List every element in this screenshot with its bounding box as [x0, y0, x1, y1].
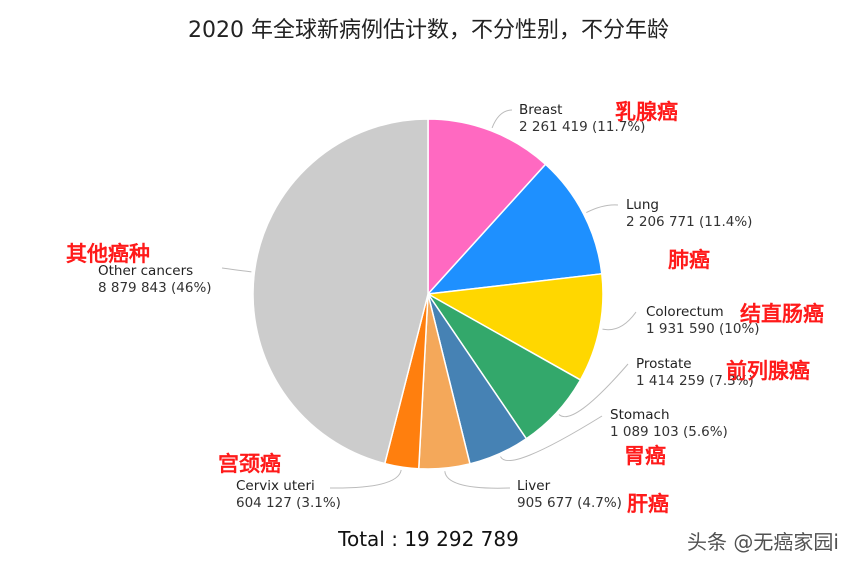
chart-title: 2020 年全球新病例估计数，不分性别，不分年龄	[188, 18, 669, 43]
leader-line-colorectum	[602, 311, 637, 331]
zh-label-cervix-uteri: 宫颈癌	[218, 452, 281, 476]
label-stomach: Stomach 1 089 103 (5.6%)	[610, 407, 728, 440]
zh-label-other-cancers: 其他癌种	[66, 242, 150, 266]
label-colorectum: Colorectum 1 931 590 (10%)	[646, 304, 760, 337]
zh-label-colorectum: 结直肠癌	[740, 302, 824, 326]
leader-line-cervix-uteri	[329, 469, 402, 489]
label-lung: Lung 2 206 771 (11.4%)	[626, 197, 753, 230]
leader-line-stomach	[500, 415, 603, 462]
label-prostate: Prostate 1 414 259 (7.3%)	[636, 356, 754, 389]
zh-label-breast: 乳腺癌	[615, 100, 678, 124]
slice-colorectum	[425, 272, 604, 381]
slice-lung	[426, 163, 603, 295]
zh-label-liver: 肝癌	[627, 492, 669, 516]
zh-label-prostate: 前列腺癌	[726, 359, 810, 383]
zh-label-stomach: 胃癌	[624, 444, 666, 468]
leader-line-liver	[444, 471, 511, 489]
slice-breast	[427, 118, 547, 296]
total-label: Total : 19 292 789	[338, 527, 519, 551]
leader-line-lung	[586, 204, 619, 214]
label-cervix-uteri: Cervix uteri 604 127 (3.1%)	[236, 478, 341, 511]
label-other-cancers: Other cancers 8 879 843 (46%)	[98, 263, 212, 296]
zh-label-lung: 肺癌	[668, 248, 710, 272]
label-breast: Breast 2 261 419 (11.7%)	[519, 102, 646, 135]
leader-line-breast	[491, 109, 513, 129]
watermark: 头条 @无癌家园i	[687, 530, 839, 554]
leader-line-other-cancers	[221, 267, 252, 273]
label-liver: Liver 905 677 (4.7%)	[517, 478, 622, 511]
leader-line-prostate	[558, 363, 629, 418]
slice-other-cancers	[252, 118, 429, 465]
